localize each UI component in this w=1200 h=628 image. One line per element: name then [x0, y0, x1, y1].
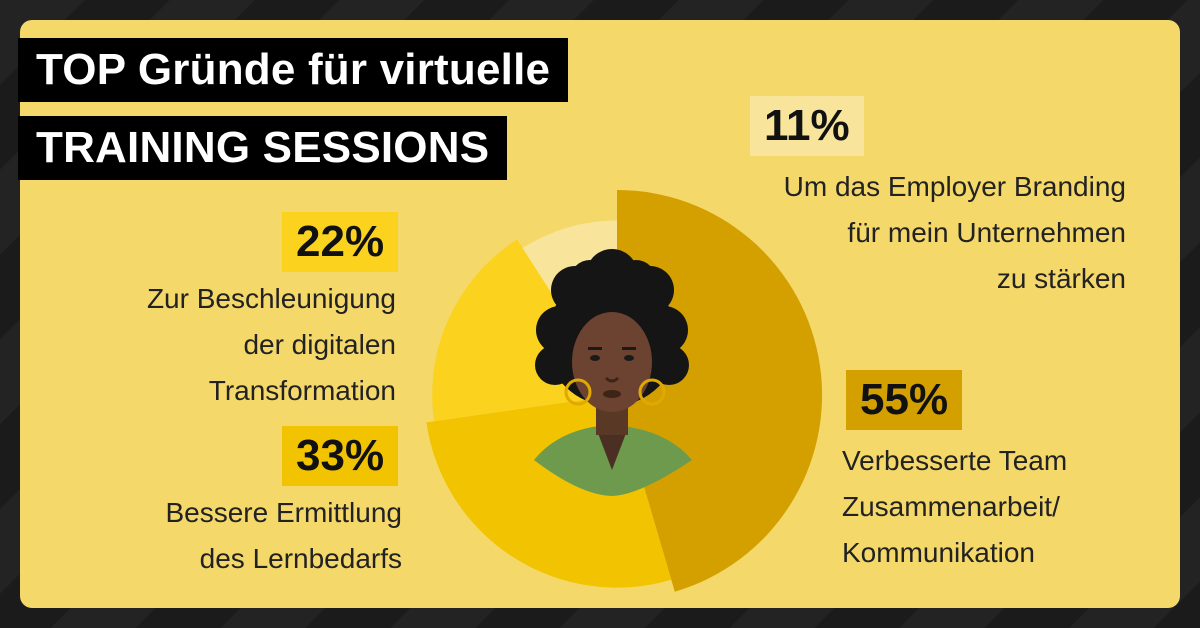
label-11-line-1: Um das Employer Branding: [783, 171, 1126, 202]
pct-badge-33: 33%: [282, 426, 399, 486]
label-22-line-2: der digitalen: [243, 329, 396, 360]
label-55-line-2: Zusammenarbeit/: [842, 491, 1060, 522]
title-line-1: TOP Gründe für virtuelle: [18, 38, 569, 102]
label-33-line-2: des Lernbedarfs: [199, 543, 402, 574]
pct-badge-22: 22%: [282, 212, 399, 272]
label-11: Um das Employer Branding für mein Untern…: [784, 164, 1126, 302]
label-33-line-1: Bessere Ermittlung: [165, 497, 402, 528]
label-55: Verbesserte Team Zusammenarbeit/ Kommuni…: [842, 438, 1067, 576]
title-line-2: TRAINING SESSIONS: [18, 116, 508, 180]
label-22-line-3: Transformation: [208, 375, 396, 406]
label-11-line-3: zu stärken: [996, 263, 1126, 294]
pct-badge-55: 55%: [846, 370, 963, 430]
label-22: Zur Beschleunigung der digitalen Transfo…: [147, 276, 396, 414]
woman-portrait-icon: [534, 249, 692, 496]
label-33: Bessere Ermittlung des Lernbedarfs: [165, 490, 402, 582]
pct-badge-11: 11%: [750, 96, 864, 156]
label-55-line-1: Verbesserte Team: [842, 445, 1068, 476]
label-22-line-1: Zur Beschleunigung: [146, 283, 396, 314]
label-55-line-3: Kommunikation: [842, 537, 1035, 568]
label-11-line-2: für mein Unternehmen: [847, 217, 1126, 248]
